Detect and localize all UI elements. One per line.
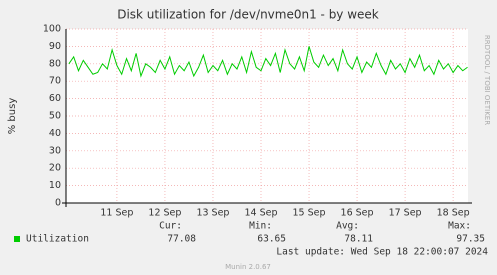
y-tick-label: 100: [43, 24, 61, 35]
series-line: [68, 46, 468, 78]
x-tick-label: 14 Sep: [244, 208, 277, 219]
x-tick-label: 12 Sep: [148, 208, 181, 219]
legend-stat-header: Avg:: [336, 221, 359, 232]
watermark: RRDTOOL / TOBI OETIKER: [483, 35, 491, 125]
last-update: Last update: Wed Sep 18 22:00:07 2024: [276, 247, 488, 258]
y-tick-label: 20: [49, 163, 61, 174]
y-tick-label: 90: [49, 41, 61, 52]
legend-stat-value: 78.11: [344, 234, 373, 245]
x-tick-label: 18 Sep: [437, 208, 470, 219]
credit: Munin 2.0.67: [225, 263, 271, 271]
legend-stat-header: Min:: [249, 221, 272, 232]
x-tick-label: 11 Sep: [100, 208, 133, 219]
legend-stat-value: 63.65: [257, 234, 286, 245]
legend-stat-header: Cur:: [159, 221, 182, 232]
y-tick-label: 30: [49, 145, 61, 156]
marks: [68, 46, 468, 78]
x-tick-label: 16 Sep: [341, 208, 374, 219]
legend-stat-header: Max:: [448, 221, 471, 232]
y-tick-label: 10: [49, 180, 61, 191]
y-axis-label: % busy: [7, 98, 18, 135]
chart-title: Disk utilization for /dev/nvme0n1 - by w…: [117, 8, 379, 22]
y-tick-label: 70: [49, 76, 61, 87]
x-tick-label: 13 Sep: [196, 208, 229, 219]
y-tick-label: 40: [49, 128, 61, 139]
grid: [66, 28, 468, 204]
y-tick-label: 50: [49, 111, 61, 122]
legend-label: Utilization: [26, 234, 89, 245]
y-tick-label: 0: [55, 198, 61, 209]
y-tick-label: 80: [49, 58, 61, 69]
y-tick-label: 60: [49, 93, 61, 104]
legend-stat-value: 77.08: [167, 234, 196, 245]
x-tick-label: 17 Sep: [389, 208, 422, 219]
legend-stat-value: 97.35: [456, 234, 485, 245]
x-tick-label: 15 Sep: [293, 208, 326, 219]
legend-swatch: [14, 236, 20, 242]
